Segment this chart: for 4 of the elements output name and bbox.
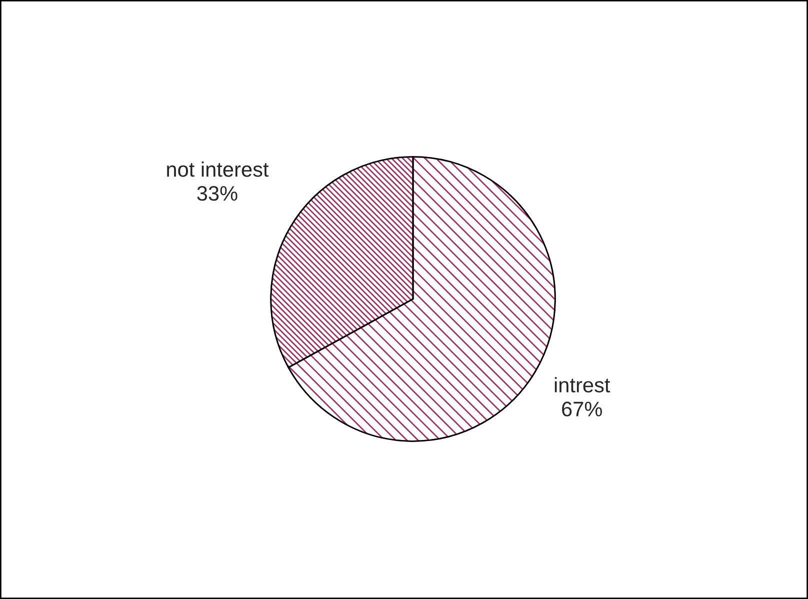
slice-label: not interest	[167, 162, 269, 177]
data-label: 33%	[197, 186, 238, 201]
slice-label: intrest	[554, 377, 610, 392]
data-label: 67%	[562, 402, 602, 416]
